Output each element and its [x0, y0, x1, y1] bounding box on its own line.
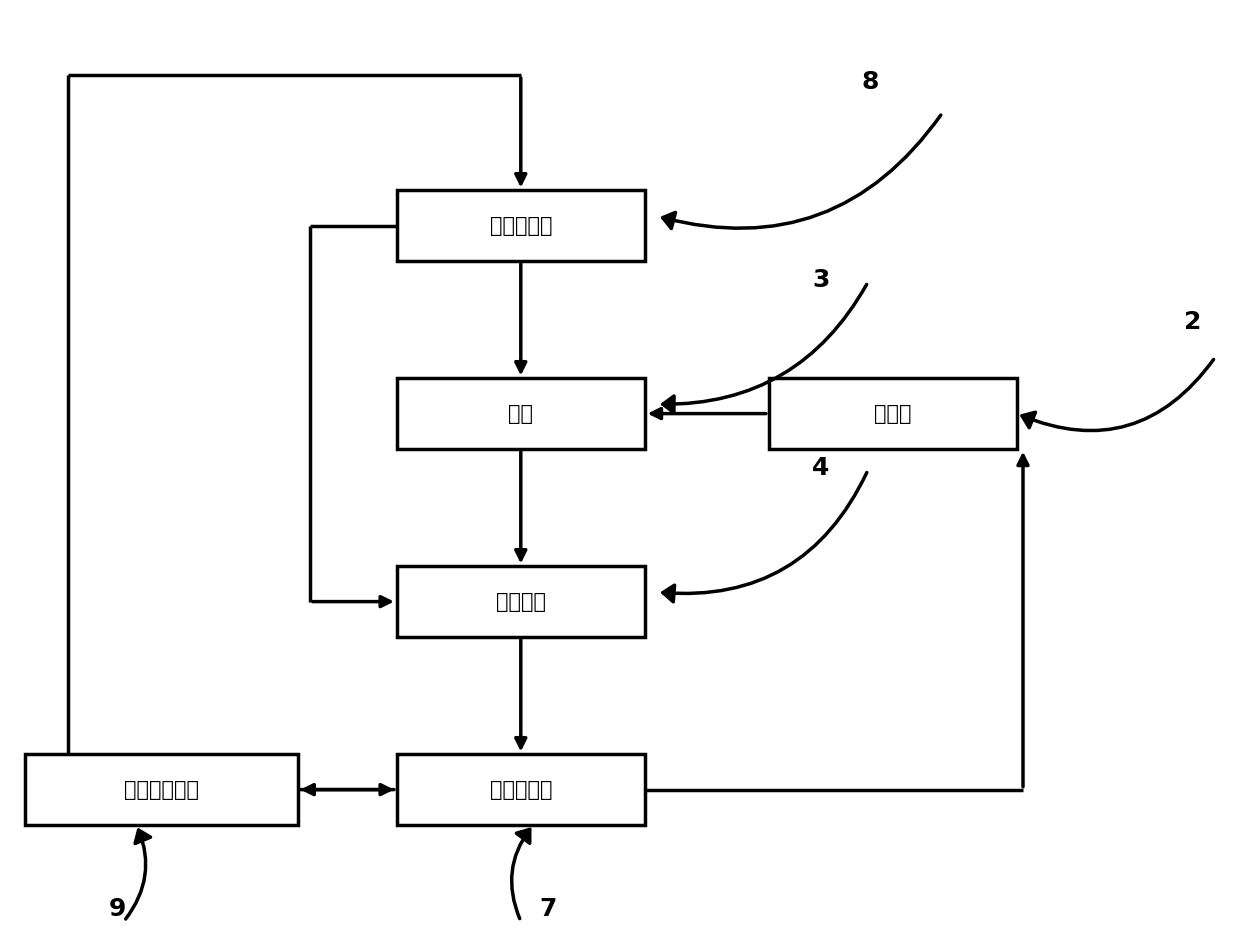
Text: 9: 9	[109, 898, 126, 921]
Text: 辅助电池组: 辅助电池组	[490, 215, 552, 236]
Text: 2: 2	[1184, 310, 1202, 334]
FancyArrowPatch shape	[663, 285, 867, 413]
Text: 制冷系统: 制冷系统	[496, 591, 546, 612]
FancyBboxPatch shape	[397, 754, 645, 825]
Text: 水泵: 水泵	[508, 403, 533, 424]
FancyArrowPatch shape	[512, 829, 529, 918]
FancyArrowPatch shape	[1022, 359, 1214, 431]
Text: 温度检测装置: 温度检测装置	[124, 779, 198, 800]
FancyBboxPatch shape	[397, 378, 645, 448]
FancyBboxPatch shape	[769, 378, 1017, 448]
FancyArrowPatch shape	[663, 473, 867, 602]
FancyArrowPatch shape	[125, 830, 150, 919]
Text: 3: 3	[812, 268, 830, 291]
Text: 储液罐: 储液罐	[874, 403, 911, 424]
Text: 7: 7	[539, 898, 557, 921]
FancyArrowPatch shape	[662, 115, 941, 228]
Text: 动力电池组: 动力电池组	[490, 779, 552, 800]
Text: 4: 4	[812, 456, 830, 479]
FancyBboxPatch shape	[397, 566, 645, 637]
FancyBboxPatch shape	[25, 754, 298, 825]
Text: 8: 8	[862, 70, 879, 94]
FancyBboxPatch shape	[397, 191, 645, 260]
